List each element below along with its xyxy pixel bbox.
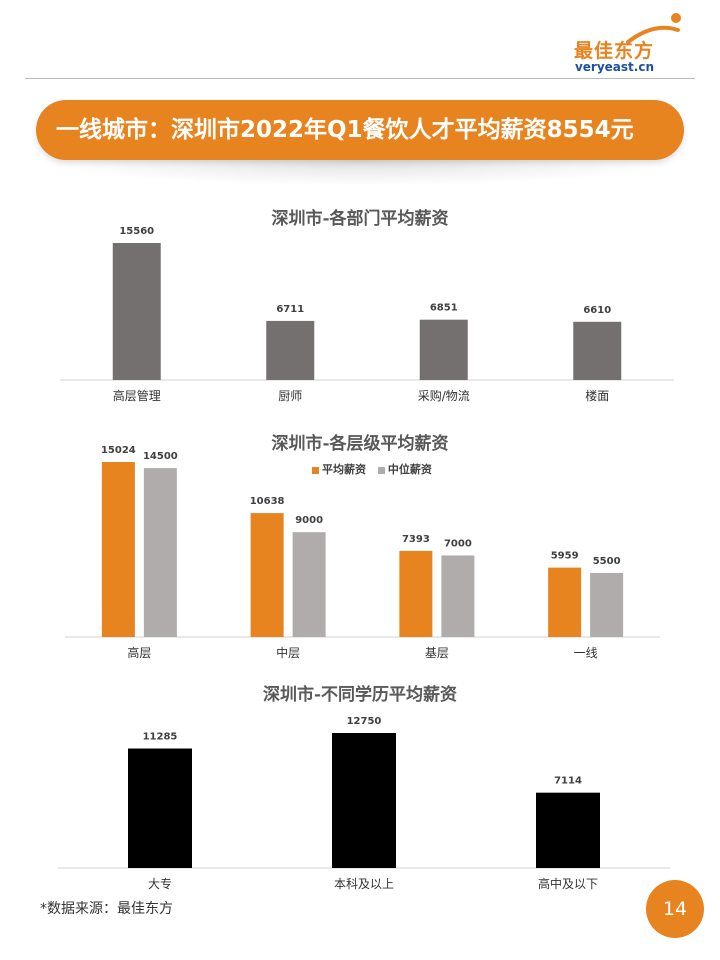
chart-legend: 平均薪资 中位薪资 (312, 461, 440, 477)
bar (112, 243, 161, 380)
data-label: 7000 (444, 538, 472, 549)
chart-education-svg: 11285 大专 12750 本科及以上 7114 高中及以下 (58, 716, 670, 891)
chart-title: 深圳市-各层级平均薪资 (271, 434, 449, 454)
legend-item-average: 平均薪资 (312, 461, 366, 477)
category-label: 楼面 (585, 388, 609, 403)
data-label: 14500 (143, 451, 178, 462)
category-label: 本科及以上 (334, 877, 394, 891)
category-label: 采购/物流 (418, 388, 470, 403)
legend-swatch (377, 466, 385, 474)
legend-label: 平均薪资 (322, 463, 366, 476)
category-label: 高层 (127, 645, 151, 660)
bar (332, 733, 396, 868)
data-label: 7114 (554, 776, 582, 787)
page-title: 一线城市：深圳市2022年Q1餐饮人才平均薪资8554元 (56, 117, 634, 143)
bar (128, 748, 192, 868)
category-label: 厨师 (278, 389, 302, 403)
bar (573, 321, 622, 380)
chart-department-svg: 15560 高层管理 6711 厨师 6851 采购/物流 6610 楼面 (60, 226, 674, 403)
logo-url: veryeast.cn (574, 60, 654, 74)
bar (292, 532, 326, 637)
data-label: 9000 (295, 515, 323, 526)
bar (548, 567, 582, 637)
data-label: 15560 (119, 226, 154, 237)
data-label: 7393 (402, 534, 430, 545)
data-label: 11285 (143, 732, 178, 743)
bar (536, 792, 600, 868)
logo-text: 最佳东方 (573, 40, 654, 62)
logo: 最佳东方 veryeast.cn (520, 12, 690, 74)
page-number: 14 (646, 880, 704, 938)
bar (266, 320, 315, 380)
data-label: 6711 (276, 304, 304, 315)
data-label: 6610 (583, 305, 611, 316)
header-divider (25, 78, 695, 79)
data-label: 15024 (101, 445, 136, 456)
legend-label: 中位薪资 (387, 463, 432, 476)
chart-level-salary: 深圳市-各层级平均薪资 平均薪资 中位薪资 15024 14500 高层 10638 9… (0, 425, 720, 670)
bar (441, 555, 475, 637)
title-banner: 一线城市：深圳市2022年Q1餐饮人才平均薪资8554元 (36, 100, 684, 160)
category-label: 高中及以下 (538, 876, 598, 891)
bar (143, 468, 177, 637)
data-label: 10638 (250, 496, 285, 507)
chart-education-salary: 深圳市-不同学历平均薪资 11285 大专 12750 本科及以上 7114 高中及以下 (0, 676, 720, 896)
category-label: 一线 (574, 646, 598, 660)
banner-shadow (36, 160, 684, 186)
data-label: 5500 (593, 556, 621, 567)
logo-swoosh-icon (626, 13, 681, 44)
data-label: 12750 (347, 716, 382, 727)
bar (250, 513, 284, 637)
data-source: *数据来源：最佳东方 (40, 901, 173, 917)
legend-item-median: 中位薪资 (377, 461, 432, 477)
legend-swatch (312, 466, 319, 474)
chart-title: 深圳市-不同学历平均薪资 (262, 685, 458, 705)
bar (399, 550, 433, 637)
category-label: 中层 (276, 645, 300, 660)
data-label: 6851 (430, 303, 458, 314)
chart-department-salary: 深圳市-各部门平均薪资 15560 高层管理 6711 厨师 6851 采购/物流 6610… (0, 200, 720, 410)
bar (101, 462, 135, 637)
chart-title: 深圳市-各部门平均薪资 (271, 209, 449, 229)
category-label: 大专 (148, 876, 172, 891)
bar (590, 572, 624, 637)
data-label: 5959 (551, 551, 579, 562)
category-label: 高层管理 (113, 388, 161, 403)
chart-level-svg: 15024 14500 高层 10638 9000 中层 7393 7000 基层 5959 550… (65, 445, 660, 660)
bar (419, 319, 468, 380)
category-label: 基层 (425, 646, 449, 660)
